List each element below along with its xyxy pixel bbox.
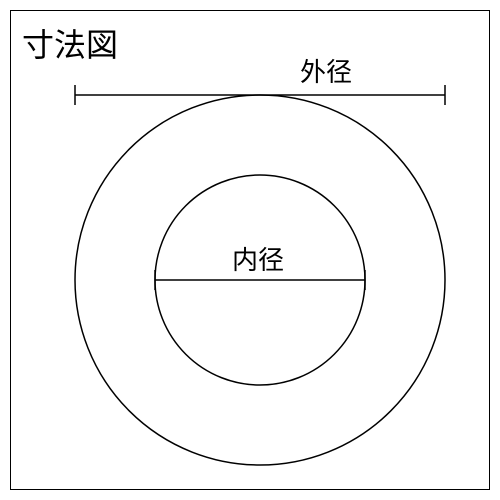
- outer-diameter-label: 外径: [300, 52, 352, 89]
- inner-diameter-label: 内径: [232, 240, 284, 277]
